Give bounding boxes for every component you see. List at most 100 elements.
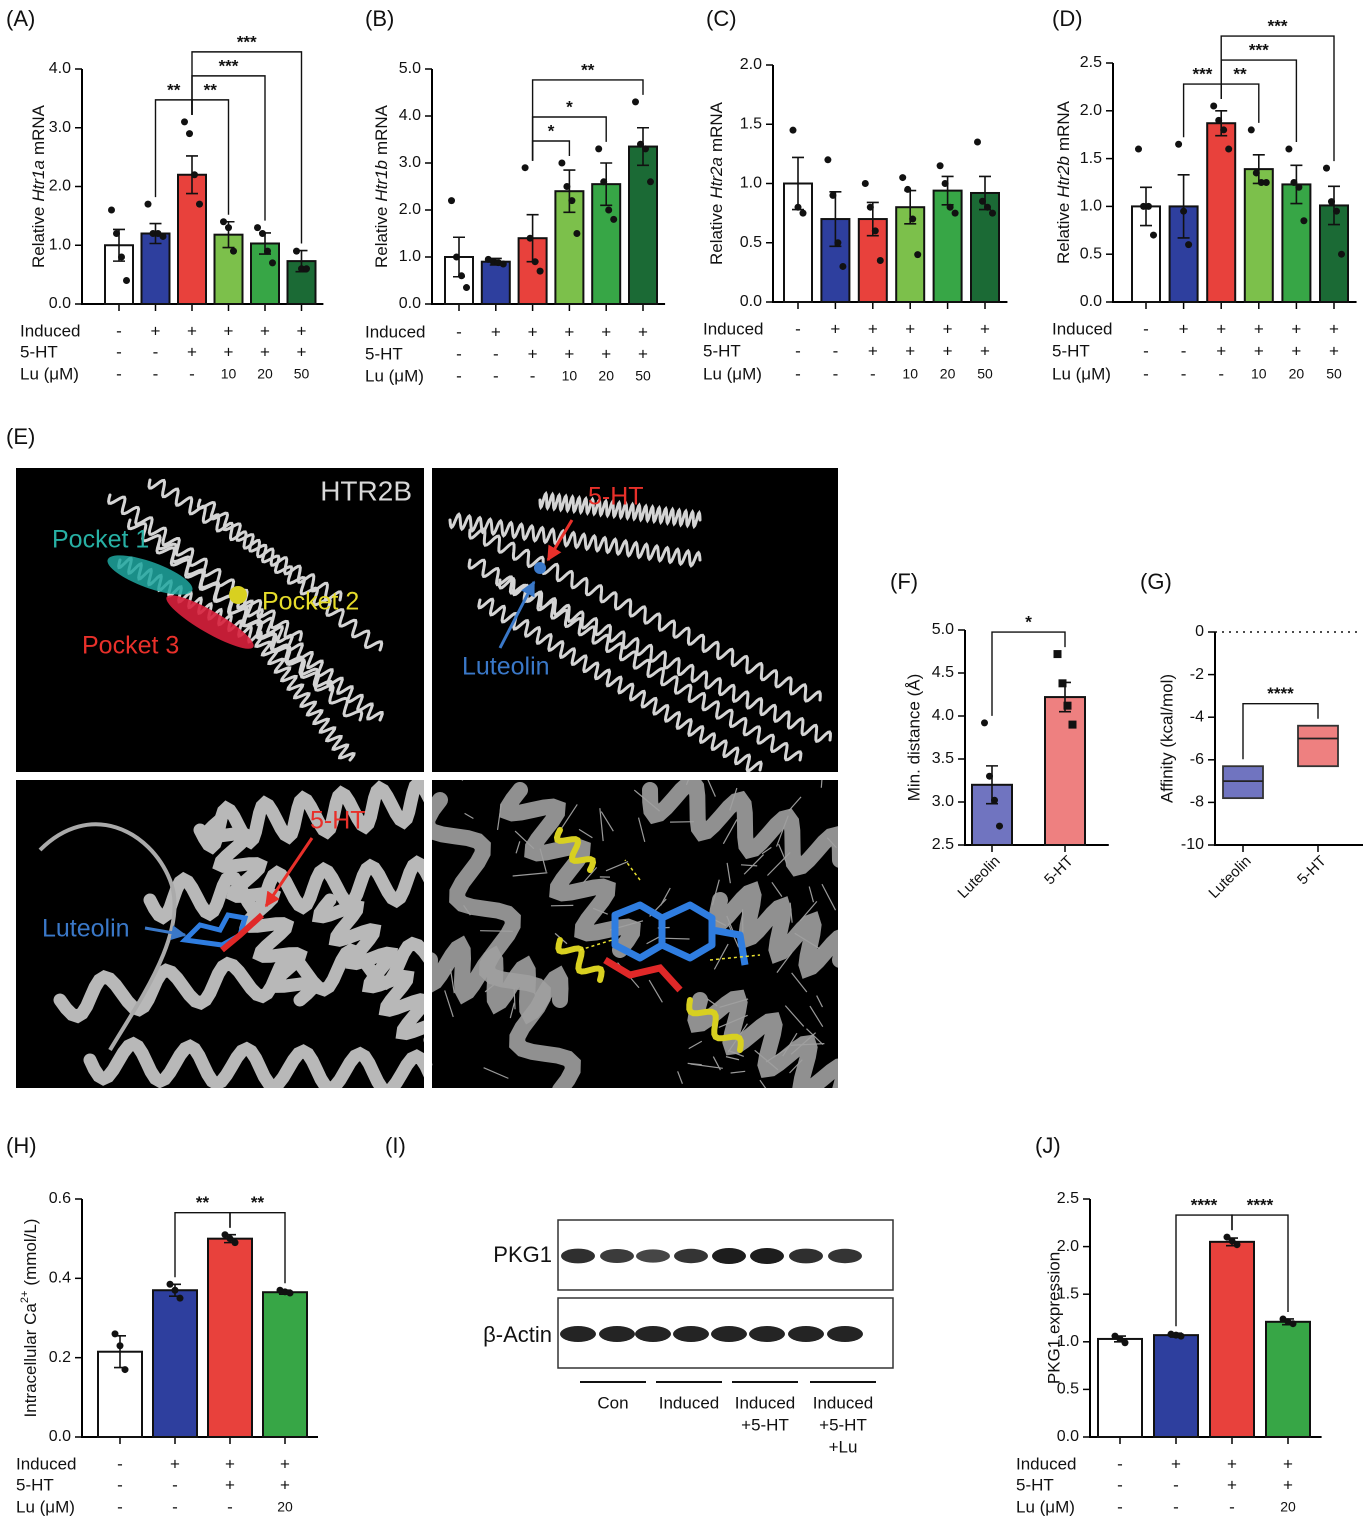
data-point xyxy=(834,239,842,247)
bar xyxy=(820,218,851,303)
group-label: +Lu xyxy=(829,1437,858,1456)
side-chain xyxy=(743,854,765,875)
condition-mark: - xyxy=(116,321,122,340)
significance-label: **** xyxy=(1191,1196,1218,1215)
data-point xyxy=(568,197,576,205)
image-label: Luteolin xyxy=(42,915,130,943)
blot-band xyxy=(749,1326,785,1342)
image-title: HTR2B xyxy=(320,475,412,506)
y-axis-label-part: Htr2a xyxy=(707,157,726,199)
data-point xyxy=(979,197,986,205)
data-point xyxy=(1295,183,1303,191)
helix xyxy=(538,490,702,530)
x-tick-label: Luteolin xyxy=(954,853,1003,902)
significance-label: *** xyxy=(1249,41,1269,60)
significance-label: **** xyxy=(1247,1196,1274,1215)
condition-mark: + xyxy=(638,344,648,363)
y-tick-label: 4.0 xyxy=(49,60,71,77)
image-label: Pocket 2 xyxy=(262,588,359,616)
y-axis-label-part: 2+ xyxy=(19,1291,31,1304)
condition-mark: 10 xyxy=(1251,366,1267,382)
structure-view xyxy=(107,478,384,762)
condition-label: 5-HT xyxy=(1052,341,1090,360)
y-tick-label: 2.0 xyxy=(1080,102,1102,119)
y-axis-label: Affinity (kcal/mol) xyxy=(1157,674,1176,803)
data-point xyxy=(1053,650,1062,659)
condition-label: 5-HT xyxy=(1016,1475,1054,1494)
data-point xyxy=(448,197,455,205)
condition-mark: - xyxy=(1117,1497,1123,1516)
condition-mark: - xyxy=(1181,364,1187,383)
data-point xyxy=(1225,145,1233,153)
side-chain xyxy=(646,936,660,945)
condition-mark: + xyxy=(1171,1454,1181,1473)
blot-row-label: PKG1 xyxy=(493,1242,552,1267)
y-axis-label-part: (mmol/L) xyxy=(21,1219,40,1286)
bar xyxy=(262,1291,308,1439)
data-point xyxy=(1247,126,1255,134)
helix xyxy=(432,935,569,1025)
helix xyxy=(553,827,597,873)
significance-label: **** xyxy=(1267,684,1294,703)
data-point xyxy=(871,227,879,235)
condition-mark: + xyxy=(1329,319,1339,338)
side-chain xyxy=(690,1063,723,1069)
condition-mark: + xyxy=(1283,1454,1293,1473)
image-label: Luteolin xyxy=(462,653,550,681)
bar xyxy=(1097,1337,1143,1438)
data-point xyxy=(876,257,884,265)
significance-bracket xyxy=(191,51,303,244)
y-axis-label: PKG1 expression xyxy=(1044,1252,1063,1384)
condition-mark: - xyxy=(1117,1454,1123,1473)
condition-mark: - xyxy=(833,341,839,360)
y-tick-label: 3.0 xyxy=(49,119,71,136)
helix xyxy=(686,997,744,1053)
panel-label: (C) xyxy=(706,6,737,31)
helix xyxy=(642,780,838,877)
group-label: Induced xyxy=(813,1393,874,1412)
condition-mark: - xyxy=(1117,1475,1123,1494)
blot-band xyxy=(711,1326,747,1342)
data-point xyxy=(974,138,981,146)
condition-mark: + xyxy=(601,344,611,363)
bar xyxy=(177,173,207,305)
y-tick-label: 5.0 xyxy=(399,60,421,77)
data-point xyxy=(839,262,847,270)
condition-mark: + xyxy=(1179,319,1189,338)
h-bond xyxy=(579,859,761,961)
y-tick-label: 1.5 xyxy=(1057,1285,1079,1302)
data-point xyxy=(1285,145,1293,153)
image-label: 5-HT xyxy=(310,807,366,835)
condition-mark: + xyxy=(830,319,840,338)
y-tick-label: 0.6 xyxy=(49,1190,71,1207)
data-point xyxy=(521,164,529,172)
error-bar xyxy=(563,169,576,214)
blot-band xyxy=(827,1326,863,1342)
y-tick-label: -2 xyxy=(1190,666,1204,683)
data-point xyxy=(794,203,802,211)
data-point xyxy=(558,159,566,167)
condition-label: Lu (μM) xyxy=(1016,1497,1075,1516)
condition-mark: + xyxy=(280,1475,290,1494)
side-chain xyxy=(578,828,593,839)
data-point xyxy=(1215,116,1223,124)
data-point xyxy=(1333,207,1340,215)
data-point xyxy=(861,180,869,187)
side-chain xyxy=(809,1005,824,1028)
condition-mark: - xyxy=(117,1475,123,1494)
condition-mark: + xyxy=(564,344,574,363)
condition-mark: + xyxy=(905,341,915,360)
condition-mark: - xyxy=(227,1497,233,1516)
y-tick-label: 3.0 xyxy=(399,154,421,171)
condition-label: Lu (μM) xyxy=(20,364,79,383)
side-chain xyxy=(820,780,823,788)
data-point xyxy=(123,277,130,284)
range-box xyxy=(1222,765,1264,800)
side-chain xyxy=(788,796,802,812)
data-point xyxy=(526,234,534,242)
condition-mark: + xyxy=(1227,1454,1237,1473)
blot-band xyxy=(636,1249,670,1263)
side-chain xyxy=(776,951,793,974)
data-point xyxy=(159,232,167,240)
